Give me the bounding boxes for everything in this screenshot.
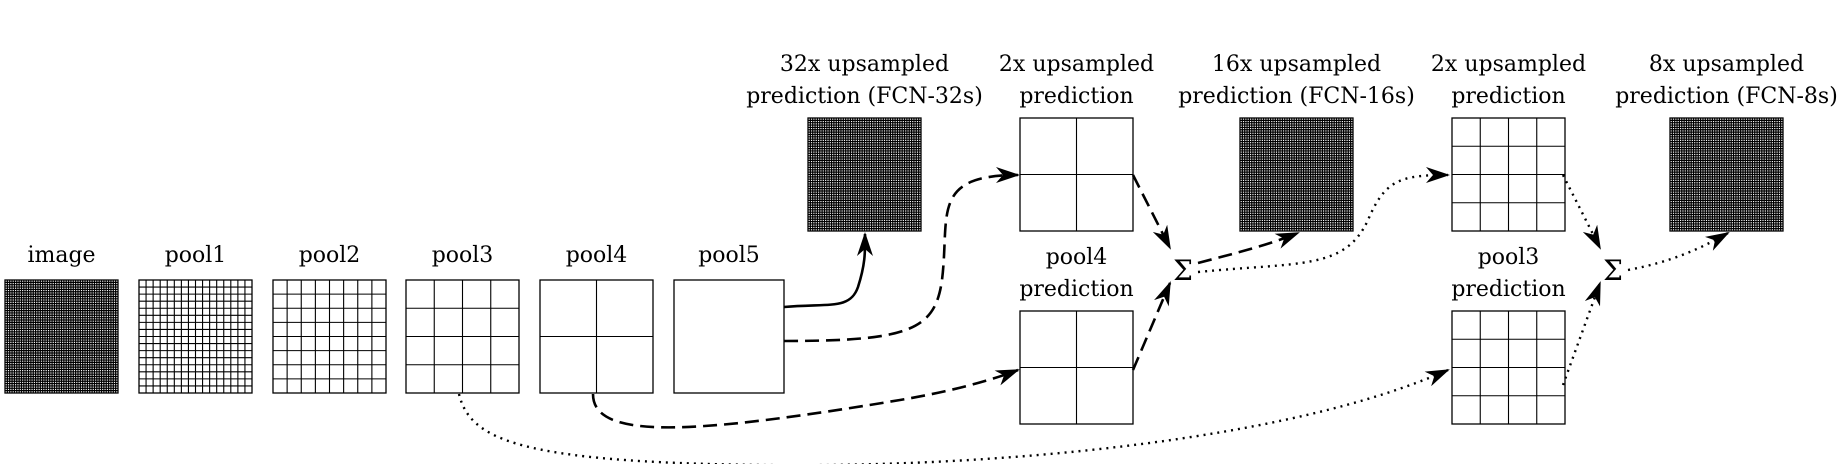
grid-lines-up2b [1452,118,1565,231]
box-label-fcn16-line1: 16x upsampled [1212,52,1381,77]
arrow-pool3-prediction-to-sum2 [1561,281,1602,386]
box-outline-image [4,279,119,394]
connections [457,167,1730,464]
arrow-sum2-to-fcn8s [1627,231,1730,272]
feature-box-up2a: 2x upsampled prediction [999,52,1154,232]
feature-box-fcn8: 8x upsampled prediction (FCN-8s) [1615,52,1838,232]
arrow-pool4-to-pool4-prediction [591,368,1020,429]
grid-lines-fcn32 [808,118,921,231]
sum-node-1: Σ [1173,254,1193,287]
box-label-fcn8-line1: 8x upsampled [1649,52,1804,77]
arrow-pool4-prediction-to-sum1 [1131,281,1172,371]
grid-lines-pool1 [139,280,252,393]
box-outline-up2a [1019,117,1134,232]
box-outline-pool4 [539,279,654,394]
feature-box-fcn16: 16x upsampled prediction (FCN-16s) [1178,52,1415,232]
box-label-fcn8-line2: prediction (FCN-8s) [1615,84,1838,109]
box-label-pool3pred-line1: pool3 [1478,245,1540,270]
feature-box-pool3: pool3 [405,243,520,394]
box-label-pool2-line1: pool2 [299,243,361,268]
box-label-fcn16-line2: prediction (FCN-16s) [1178,84,1415,109]
feature-box-pool5: pool5 [673,243,785,394]
feature-box-pool4pred: pool4 prediction [1019,245,1134,425]
grid-lines-pool4 [540,280,653,393]
box-outline-fcn8 [1669,117,1784,232]
feature-box-image: image [4,243,119,394]
arrow-pool5-to-fcn32s [783,232,874,309]
box-label-pool5-line1: pool5 [698,243,760,268]
grid-lines-pool2 [273,280,386,393]
box-outline-fcn32 [807,117,922,232]
grid-lines-image [5,280,118,393]
box-label-pool3-line1: pool3 [432,243,494,268]
grid-lines-fcn8 [1670,118,1783,231]
box-outline-pool1 [138,279,253,394]
box-outline-fcn16 [1239,117,1354,232]
grid-lines-pool4pred [1020,311,1133,424]
box-label-pool1-line1: pool1 [165,243,227,268]
arrow-pool5-to-2x-upsampled-a [783,167,1020,343]
grid-lines-pool3 [406,280,519,393]
box-label-fcn32-line2: prediction (FCN-32s) [746,84,983,109]
arrow-sum1-to-fcn16s [1197,231,1300,265]
feature-box-pool3pred: pool3 prediction [1451,245,1566,425]
box-outline-pool2 [272,279,387,394]
arrow-sum1-to-2x-upsampled-b [1197,167,1450,274]
feature-box-pool4: pool4 [539,243,654,394]
box-outline-up2b [1451,117,1566,232]
arrow-2x-upsampled-b-to-sum2 [1561,174,1602,250]
sum-node-2: Σ [1603,254,1623,287]
box-outline-pool5 [673,279,785,394]
grid-lines-up2a [1020,118,1133,231]
feature-box-up2b: 2x upsampled prediction [1431,52,1586,232]
feature-box-pool2: pool2 [272,243,387,394]
box-label-pool4-line1: pool4 [566,243,628,268]
feature-map-boxes: image pool1 pool2 pool3 pool4 pool5 32x upsamp… [4,52,1838,425]
arrow-pool3-to-pool3-prediction [457,368,1450,464]
box-label-up2a-line2: prediction [1019,84,1133,109]
box-label-up2a-line1: 2x upsampled [999,52,1154,77]
box-label-pool4pred-line2: prediction [1019,277,1133,302]
box-label-up2b-line2: prediction [1451,84,1565,109]
box-label-up2b-line1: 2x upsampled [1431,52,1586,77]
box-label-pool4pred-line1: pool4 [1046,245,1108,270]
grid-lines-pool3pred [1452,311,1565,424]
box-outline-pool3 [405,279,520,394]
arrow-2x-upsampled-a-to-sum1 [1131,174,1172,250]
box-outline-pool3pred [1451,310,1566,425]
box-label-fcn32-line1: 32x upsampled [780,52,949,77]
box-label-pool3pred-line2: prediction [1451,277,1565,302]
feature-box-fcn32: 32x upsampled prediction (FCN-32s) [746,52,983,232]
box-label-image-line1: image [27,243,95,268]
grid-lines-fcn16 [1240,118,1353,231]
feature-box-pool1: pool1 [138,243,253,394]
